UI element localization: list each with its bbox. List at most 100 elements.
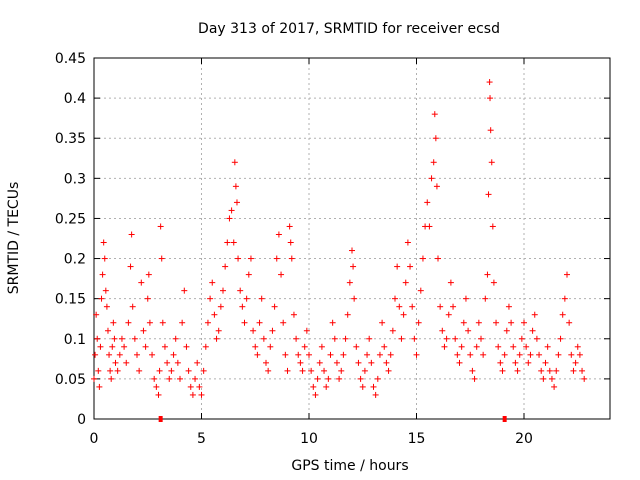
gap-marker [502,416,507,422]
data-point [107,367,114,374]
data-point [138,279,145,286]
data-point [321,367,328,374]
data-point [209,279,216,286]
y-tick-label: 0.2 [64,252,86,268]
data-point [110,319,117,326]
data-point [254,351,261,358]
data-point [450,303,457,310]
data-point [548,375,555,382]
data-point [533,335,540,342]
data-point [482,295,489,302]
data-point [312,391,319,398]
data-point [194,359,201,366]
data-point [157,223,164,230]
data-point [222,263,229,270]
data-point [166,375,173,382]
data-point [551,383,558,390]
data-point [394,263,401,270]
data-point [207,295,214,302]
data-point [404,239,411,246]
data-point [531,311,538,318]
data-point [329,319,336,326]
data-point [553,367,560,374]
data-point [252,343,259,350]
data-point [336,375,343,382]
data-point [258,295,265,302]
data-point [213,335,220,342]
data-point [161,343,168,350]
data-point [546,367,553,374]
data-point [96,383,103,390]
data-point [192,375,199,382]
data-point [396,303,403,310]
data-point [379,319,386,326]
data-point [359,383,366,390]
gap-markers [158,416,507,422]
data-point [426,223,433,230]
x-axis-label: GPS time / hours [291,458,408,474]
data-point [125,319,132,326]
data-point [235,255,242,262]
data-point [361,367,368,374]
data-point [106,351,113,358]
data-point [338,367,345,374]
chart-title: Day 313 of 2017, SRMTID for receiver ecs… [198,21,500,37]
data-point [118,335,125,342]
data-point [93,311,100,318]
data-point [91,375,97,382]
data-point [237,287,244,294]
data-point [419,255,426,262]
data-point [389,327,396,334]
data-point [204,319,211,326]
data-point [271,303,278,310]
data-point [493,319,500,326]
data-point [559,311,566,318]
data-point [228,207,235,214]
data-point [331,335,338,342]
data-point [196,383,203,390]
y-tick-label: 0.25 [55,211,86,227]
data-point [142,343,149,350]
data-point [497,359,504,366]
data-point [428,175,435,182]
data-point [185,367,192,374]
data-point [198,391,205,398]
data-point [134,351,140,358]
data-point [250,327,257,334]
data-point [387,351,394,358]
data-point [581,375,588,382]
data-point [174,359,181,366]
data-point [579,367,586,374]
data-point [256,319,263,326]
data-point [411,335,418,342]
data-point [441,343,448,350]
data-point [308,367,315,374]
data-point [231,159,238,166]
data-point [155,391,162,398]
data-point [153,383,160,390]
data-point [432,135,439,142]
data-point [503,327,510,334]
data-point [488,159,495,166]
data-point [439,327,446,334]
data-point [435,255,441,262]
y-tick-label: 0.15 [55,292,86,308]
data-point [303,327,310,334]
data-point [101,255,108,262]
data-point [269,327,276,334]
data-point [140,327,147,334]
data-point [538,367,545,374]
data-point [353,343,360,350]
data-point [144,295,151,302]
data-point [278,271,285,278]
y-tick-label: 0.45 [55,51,86,67]
data-point [512,359,519,366]
y-tick-label: 0.1 [64,332,86,348]
plot-frame [93,57,611,420]
data-point [288,255,295,262]
data-point [314,375,321,382]
data-point [566,319,573,326]
data-point [263,359,269,366]
data-point [287,239,294,246]
data-point [525,359,532,366]
